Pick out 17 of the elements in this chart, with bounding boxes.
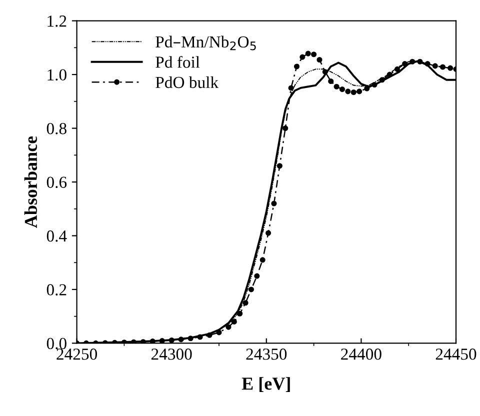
x-tick-label: 24300: [152, 348, 192, 360]
legend-label: Pd–Mn/Nb$_{2}$O$_{5}$: [156, 36, 256, 50]
x-axis-title: E [eV]: [242, 377, 290, 392]
y-tick-label: 0.4: [46, 230, 67, 242]
y-tick-label: 0.2: [46, 284, 66, 296]
x-tick-label: 24350: [246, 348, 287, 360]
y-tick-label: 1.0: [48, 69, 66, 81]
y-tick-label: 0.0: [46, 338, 66, 350]
y-axis-title: Absorbance: [24, 136, 38, 228]
y-tick-label: 0.6: [46, 176, 67, 188]
y-tick-label: 1.2: [48, 16, 66, 27]
legend-label: PdO bulk: [156, 76, 219, 88]
y-tick-label: 0.8: [46, 122, 66, 134]
x-tick-label: 24450: [436, 348, 476, 360]
x-tick-label: 24400: [341, 348, 382, 360]
legend-label: Pd foil: [156, 56, 200, 68]
x-tick-label: 24250: [56, 348, 97, 360]
